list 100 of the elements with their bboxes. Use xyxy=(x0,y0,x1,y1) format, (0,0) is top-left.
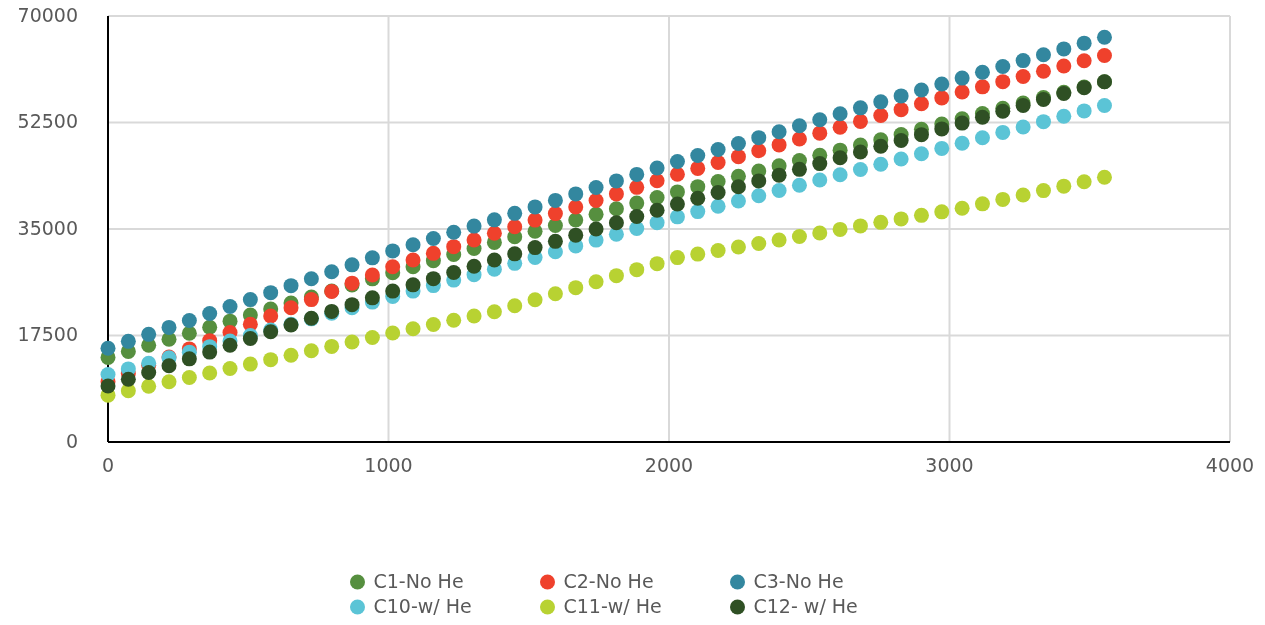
point xyxy=(812,156,828,172)
point xyxy=(344,334,360,350)
point xyxy=(629,166,645,182)
point xyxy=(852,113,868,129)
point xyxy=(710,155,726,170)
point xyxy=(202,344,218,360)
point xyxy=(1076,174,1092,190)
point xyxy=(1035,63,1051,79)
point xyxy=(893,88,909,104)
point xyxy=(1056,178,1072,194)
point xyxy=(710,198,726,214)
y-tick-label: 0 xyxy=(65,429,78,452)
point xyxy=(141,326,157,342)
point xyxy=(710,243,726,259)
point xyxy=(405,237,421,253)
point xyxy=(1076,103,1092,119)
point xyxy=(812,125,828,141)
point xyxy=(466,308,482,324)
point xyxy=(100,340,116,356)
point xyxy=(893,211,909,227)
y-tick-label: 52500 xyxy=(17,110,78,132)
point xyxy=(771,137,787,153)
point xyxy=(202,306,218,322)
point xyxy=(812,225,828,241)
point xyxy=(303,271,319,287)
point xyxy=(181,312,197,328)
point xyxy=(324,338,340,354)
y-tick-label: 35000 xyxy=(17,216,78,239)
point xyxy=(1035,114,1051,130)
point xyxy=(669,153,685,169)
point xyxy=(954,70,970,86)
point xyxy=(405,252,421,268)
point xyxy=(364,330,380,345)
point xyxy=(446,239,462,255)
x-tick-label: 3000 xyxy=(925,454,974,476)
point xyxy=(832,167,848,183)
x-tick-label: 4000 xyxy=(1205,454,1255,476)
point xyxy=(710,185,726,200)
point xyxy=(283,300,299,316)
point xyxy=(649,160,665,176)
point xyxy=(588,221,604,237)
point xyxy=(588,274,604,290)
point xyxy=(649,202,665,218)
point xyxy=(181,351,197,367)
point xyxy=(1056,41,1072,57)
point xyxy=(730,136,746,152)
point xyxy=(486,252,502,268)
point xyxy=(1096,169,1112,185)
legend-label: C10-w/ He xyxy=(373,594,472,617)
point xyxy=(669,184,685,200)
point xyxy=(141,364,157,380)
point xyxy=(100,378,116,394)
point xyxy=(629,262,645,278)
point xyxy=(791,131,807,147)
point xyxy=(588,206,604,222)
point xyxy=(771,124,787,140)
point xyxy=(629,179,645,195)
point xyxy=(1096,48,1112,64)
point xyxy=(222,299,238,315)
point xyxy=(690,190,706,206)
point xyxy=(568,212,584,228)
point xyxy=(547,286,563,302)
point xyxy=(364,250,380,266)
point xyxy=(1015,119,1031,135)
point xyxy=(913,127,929,143)
point xyxy=(995,74,1011,90)
point xyxy=(608,201,624,217)
point xyxy=(771,167,787,183)
point xyxy=(608,215,624,231)
point xyxy=(954,84,970,100)
point xyxy=(934,76,950,92)
point xyxy=(751,173,767,189)
point xyxy=(934,90,950,106)
point xyxy=(547,233,563,249)
point xyxy=(873,214,889,230)
point xyxy=(588,192,604,208)
point xyxy=(283,347,299,363)
point xyxy=(141,378,157,394)
point xyxy=(954,200,970,216)
legend-label: C2-No He xyxy=(563,569,654,592)
point xyxy=(913,82,929,98)
point xyxy=(527,199,543,215)
point xyxy=(791,118,807,134)
y-tick-label: 70000 xyxy=(17,3,78,26)
point xyxy=(120,371,136,387)
point xyxy=(629,208,645,224)
point xyxy=(446,224,462,240)
point xyxy=(446,312,462,328)
point xyxy=(812,172,828,188)
point xyxy=(425,245,441,261)
point xyxy=(954,135,970,151)
point xyxy=(466,232,482,248)
point xyxy=(934,140,950,156)
point xyxy=(1015,187,1031,203)
point xyxy=(1035,47,1051,63)
point xyxy=(974,64,990,80)
point xyxy=(954,115,970,131)
point xyxy=(527,240,543,256)
point xyxy=(608,173,624,189)
x-tick-label: 0 xyxy=(101,454,115,476)
